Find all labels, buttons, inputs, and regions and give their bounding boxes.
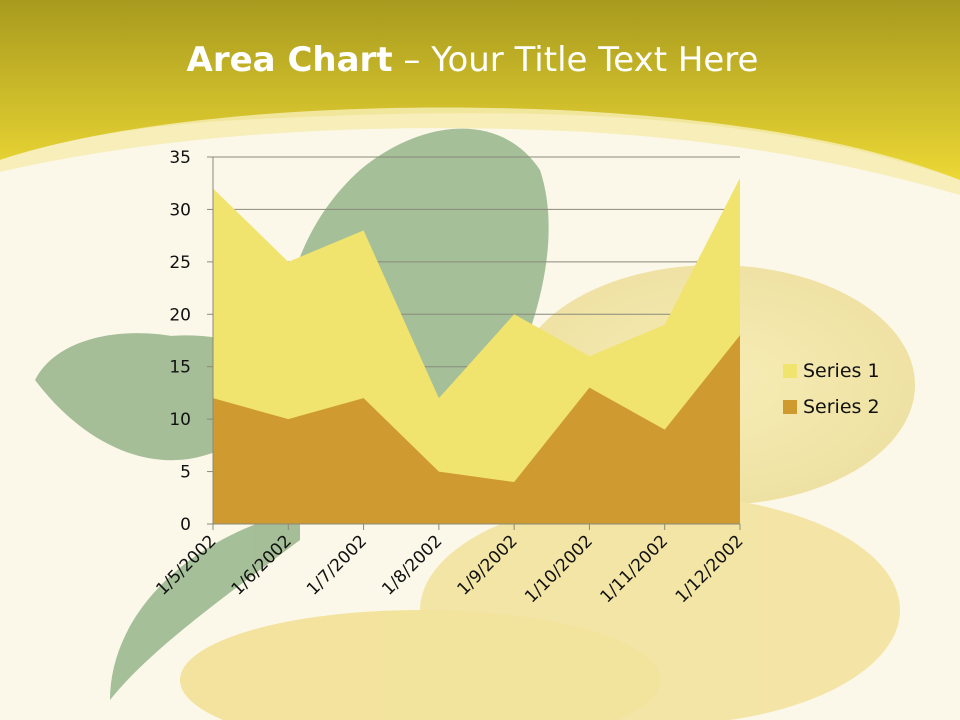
x-tick-label: 1/12/2002 [672,531,748,607]
chart-axes [207,156,741,530]
area-series-2 [213,335,740,524]
chart-areas [213,177,740,524]
y-tick-label: 10 [169,410,191,430]
x-tick-label: 1/10/2002 [521,531,597,607]
title-banner [0,0,960,180]
legend-item-series-2: Series 2 [783,394,880,420]
legend-swatch-series-2 [783,400,797,414]
x-tick-label: 1/5/2002 [152,531,220,599]
x-tick-label: 1/6/2002 [228,531,296,599]
chart-legend: Series 1 Series 2 [783,358,880,430]
y-tick-label: 5 [180,463,191,483]
slide-title: Area Chart – Your Title Text Here [0,40,945,80]
y-tick-label: 15 [169,358,191,378]
y-tick-label: 25 [169,253,191,273]
x-tick-label: 1/11/2002 [596,531,672,607]
x-tick-label: 1/7/2002 [303,531,371,599]
legend-swatch-series-1 [783,364,797,378]
title-strong: Area Chart [186,40,393,80]
legend-item-series-1: Series 1 [783,358,880,384]
y-tick-label: 20 [169,305,191,325]
x-tick-label: 1/8/2002 [378,531,446,599]
banner-swoosh [0,107,960,195]
title-rest: – Your Title Text Here [392,40,759,80]
y-axis-ticks: 0 5 10 15 20 25 30 35 [169,148,191,535]
x-tick-label: 1/9/2002 [454,531,522,599]
y-tick-label: 0 [180,515,191,535]
x-axis-ticks: 1/5/2002 1/6/2002 1/7/2002 1/8/2002 1/9/2002… [152,531,747,607]
y-tick-label: 30 [169,200,191,220]
legend-label-series-1: Series 1 [803,360,880,382]
y-tick-label: 35 [169,148,191,168]
legend-label-series-2: Series 2 [803,396,880,418]
